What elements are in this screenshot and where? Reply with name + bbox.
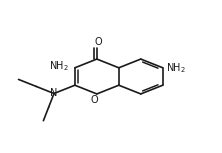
Text: NH$_2$: NH$_2$ [166,61,186,75]
Text: NH$_2$: NH$_2$ [50,59,69,73]
Text: O: O [91,95,98,105]
Text: N: N [50,88,58,99]
Text: O: O [94,37,102,47]
